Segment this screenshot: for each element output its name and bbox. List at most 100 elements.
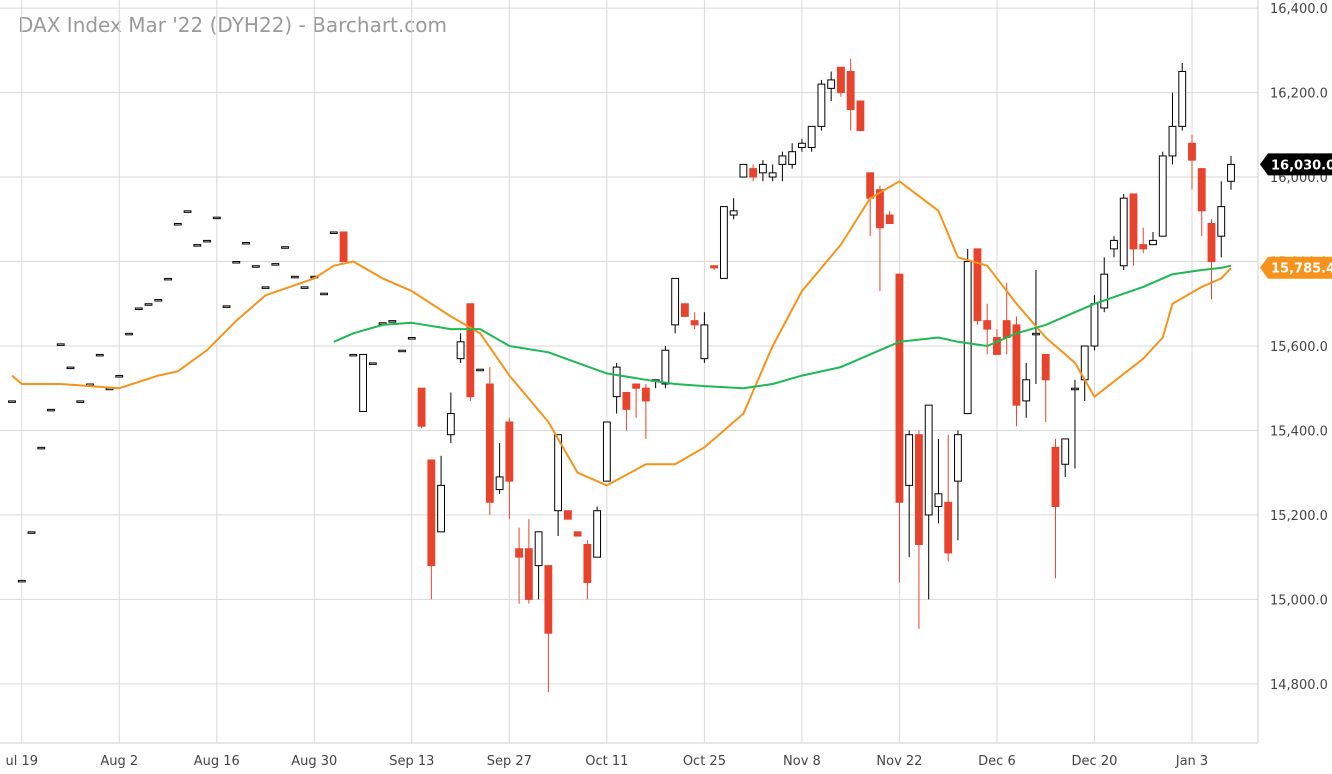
candle [563,510,572,520]
candle [320,292,328,296]
candle [56,343,65,346]
x-tick-label: Nov 22 [876,754,922,769]
candle [661,345,670,389]
candle [827,71,836,102]
candle [1168,92,1177,165]
candle-body [573,531,582,537]
candle [271,263,280,266]
candle-body [602,421,611,482]
candle-body [466,303,475,398]
candle [924,404,933,600]
candle [300,286,309,289]
x-tick-label: Jan 3 [1175,754,1208,769]
candle [700,312,709,363]
candle [203,239,211,243]
candle [1012,316,1021,427]
candle [1178,63,1187,131]
x-tick-label: Aug 2 [100,754,138,769]
candle-body [485,383,494,503]
candle-body [846,70,855,110]
candle [95,353,104,357]
x-tick-label: Dec 6 [978,754,1016,769]
candle [641,384,650,439]
candle [934,438,943,524]
candle-body [593,510,602,558]
candle [1197,168,1206,237]
y-tick-label: 15,200.0 [1270,509,1328,524]
candle-body [622,391,631,410]
candle-body [1022,379,1031,402]
candle [76,400,85,403]
candle [47,408,55,412]
candle [261,286,270,289]
candle [954,430,962,541]
ma-slow-line [333,264,1232,390]
candle [807,125,816,152]
candle-body [895,273,904,503]
candle-body [807,125,816,148]
x-tick-label: ul 19 [5,754,38,769]
candle-body [1110,239,1118,250]
candle-body [876,189,884,229]
candle-body [729,210,738,216]
y-tick-label: 15,600.0 [1270,340,1328,355]
candle-body [944,501,953,554]
candle-body [749,168,758,178]
candle-body [349,353,358,357]
candle [524,519,533,604]
chart-title: DAX Index Mar '22 (DYH22) - Barchart.com [18,13,447,37]
candle-body [1051,446,1060,507]
last-price-badge-label: 16,030.0 [1271,158,1332,173]
candle [8,400,16,403]
candle [495,443,504,494]
x-tick-label: Dec 20 [1072,754,1118,769]
candle-body [1012,324,1021,406]
candle-body [154,299,163,302]
candle [251,265,260,268]
candle-body [544,565,553,634]
candle-body [690,320,699,326]
candle [388,320,397,323]
candle-body [1188,142,1196,161]
candle-body [476,368,485,372]
candle-body [203,239,211,243]
candle-body [905,434,914,486]
candle [437,455,446,533]
candle-body [758,163,767,174]
y-tick-label: 15,400.0 [1270,424,1328,439]
candle-body [983,320,992,330]
candle-body [827,79,836,89]
candle-body [1178,70,1187,127]
x-tick-label: Oct 11 [585,754,628,769]
candle-body [505,421,514,482]
candle-body [1032,332,1040,336]
candle [232,261,241,264]
candle-body [76,400,85,403]
candle-body [300,286,309,289]
candle [534,531,543,600]
candle [905,430,914,558]
price-badges: 16,030.0 15,785.4 [1260,153,1332,279]
candle-body [856,100,865,132]
candle [193,244,202,247]
candle-body [583,543,592,584]
candle-body [885,214,894,225]
candle [915,430,923,629]
candle-body [700,324,709,360]
candle [398,349,406,353]
candle-body [173,223,182,226]
candle [1119,193,1128,270]
candle [768,164,777,182]
candle [1217,181,1226,258]
ma-value-badge-shape [1260,256,1332,279]
candle [993,329,1001,355]
x-axis-ticks: ul 19 Aug 2 Aug 16 Aug 30 Sep 13 Sep 27 Oct 11… [5,754,1208,769]
candle [622,391,631,431]
candle [895,273,904,583]
candle-body [446,413,455,436]
candle-body [788,151,797,165]
candle [281,246,289,249]
candle [876,185,884,292]
candle [739,163,748,178]
x-tick-label: Sep 13 [389,754,434,769]
